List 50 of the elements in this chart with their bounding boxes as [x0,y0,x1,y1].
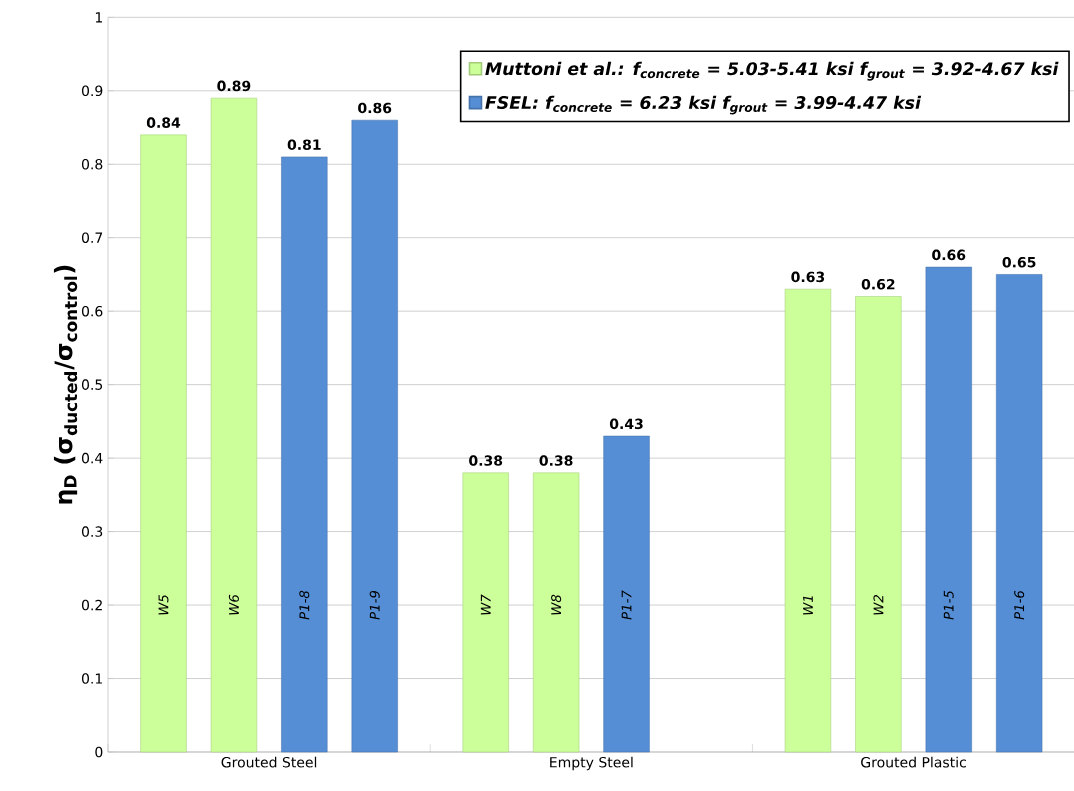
data-label: 0.65 [1002,256,1036,268]
annotation: W6 [228,594,239,615]
data-label: 0.43 [609,418,643,430]
bar [351,119,398,753]
y-tick-label: 0.1 [81,673,102,684]
data-label: 0.86 [358,102,392,114]
legend-label: Muttoni et al.: f$_{concrete}$ = 5.03-5.41 ksi f$_{grout}$ = 3.92-4.67 ksi [485,61,1059,81]
annotation: P1-8 [299,590,310,620]
y-tick-label: 0.9 [81,85,103,97]
y-tick-label: 0 [95,746,103,758]
bar [996,274,1043,753]
annotation: P1-5 [943,590,954,620]
y-tick-label: 0.2 [81,599,102,611]
data-label: 0.62 [861,278,895,290]
annotation: W1 [803,596,813,615]
x-tick-label: Empty Steel [550,756,633,771]
y-tick-label: 0.8 [81,158,103,170]
y-tick-label: 0.4 [81,452,103,464]
annotation: P1-6 [1014,590,1025,620]
data-label: 0.89 [217,80,251,92]
bar [603,435,650,753]
annotation: W8 [551,594,562,615]
y-tick-label: 0.6 [81,305,103,317]
x-tick-label: Grouted Steel [221,756,317,768]
annotation: W2 [873,595,884,615]
annotation: P1-7 [621,590,632,620]
annotation: P1-9 [369,590,380,620]
bar [532,472,580,753]
bar [784,288,832,753]
data-label: 0.66 [932,249,966,261]
x-tick-label: Grouted Plastic [861,756,966,768]
bar [281,156,328,753]
y-tick-label: 1 [95,12,102,23]
data-label: 0.63 [791,271,825,283]
annotation: W7 [480,594,491,615]
bar [210,97,258,753]
y-tick-label: 0.7 [81,232,103,243]
legend-label: FSEL: f$_{concrete}$ = 6.23 ksi f$_{grout}$ = 3.99-4.47 ksi [485,95,922,115]
y-axis-title: η$_{D}$ (σ$_{ducted}$/σ$_{control}$) [53,265,78,504]
data-label: 0.38 [469,455,503,466]
annotation: W5 [158,594,169,615]
bar [462,472,509,753]
y-tick-label: 0.5 [81,379,103,390]
data-label: 0.84 [146,117,181,128]
bar [855,296,902,753]
bar [140,134,187,753]
data-label: 0.81 [287,139,321,150]
data-label: 0.38 [539,455,573,466]
bar [925,266,972,753]
y-tick-label: 0.3 [81,526,103,537]
